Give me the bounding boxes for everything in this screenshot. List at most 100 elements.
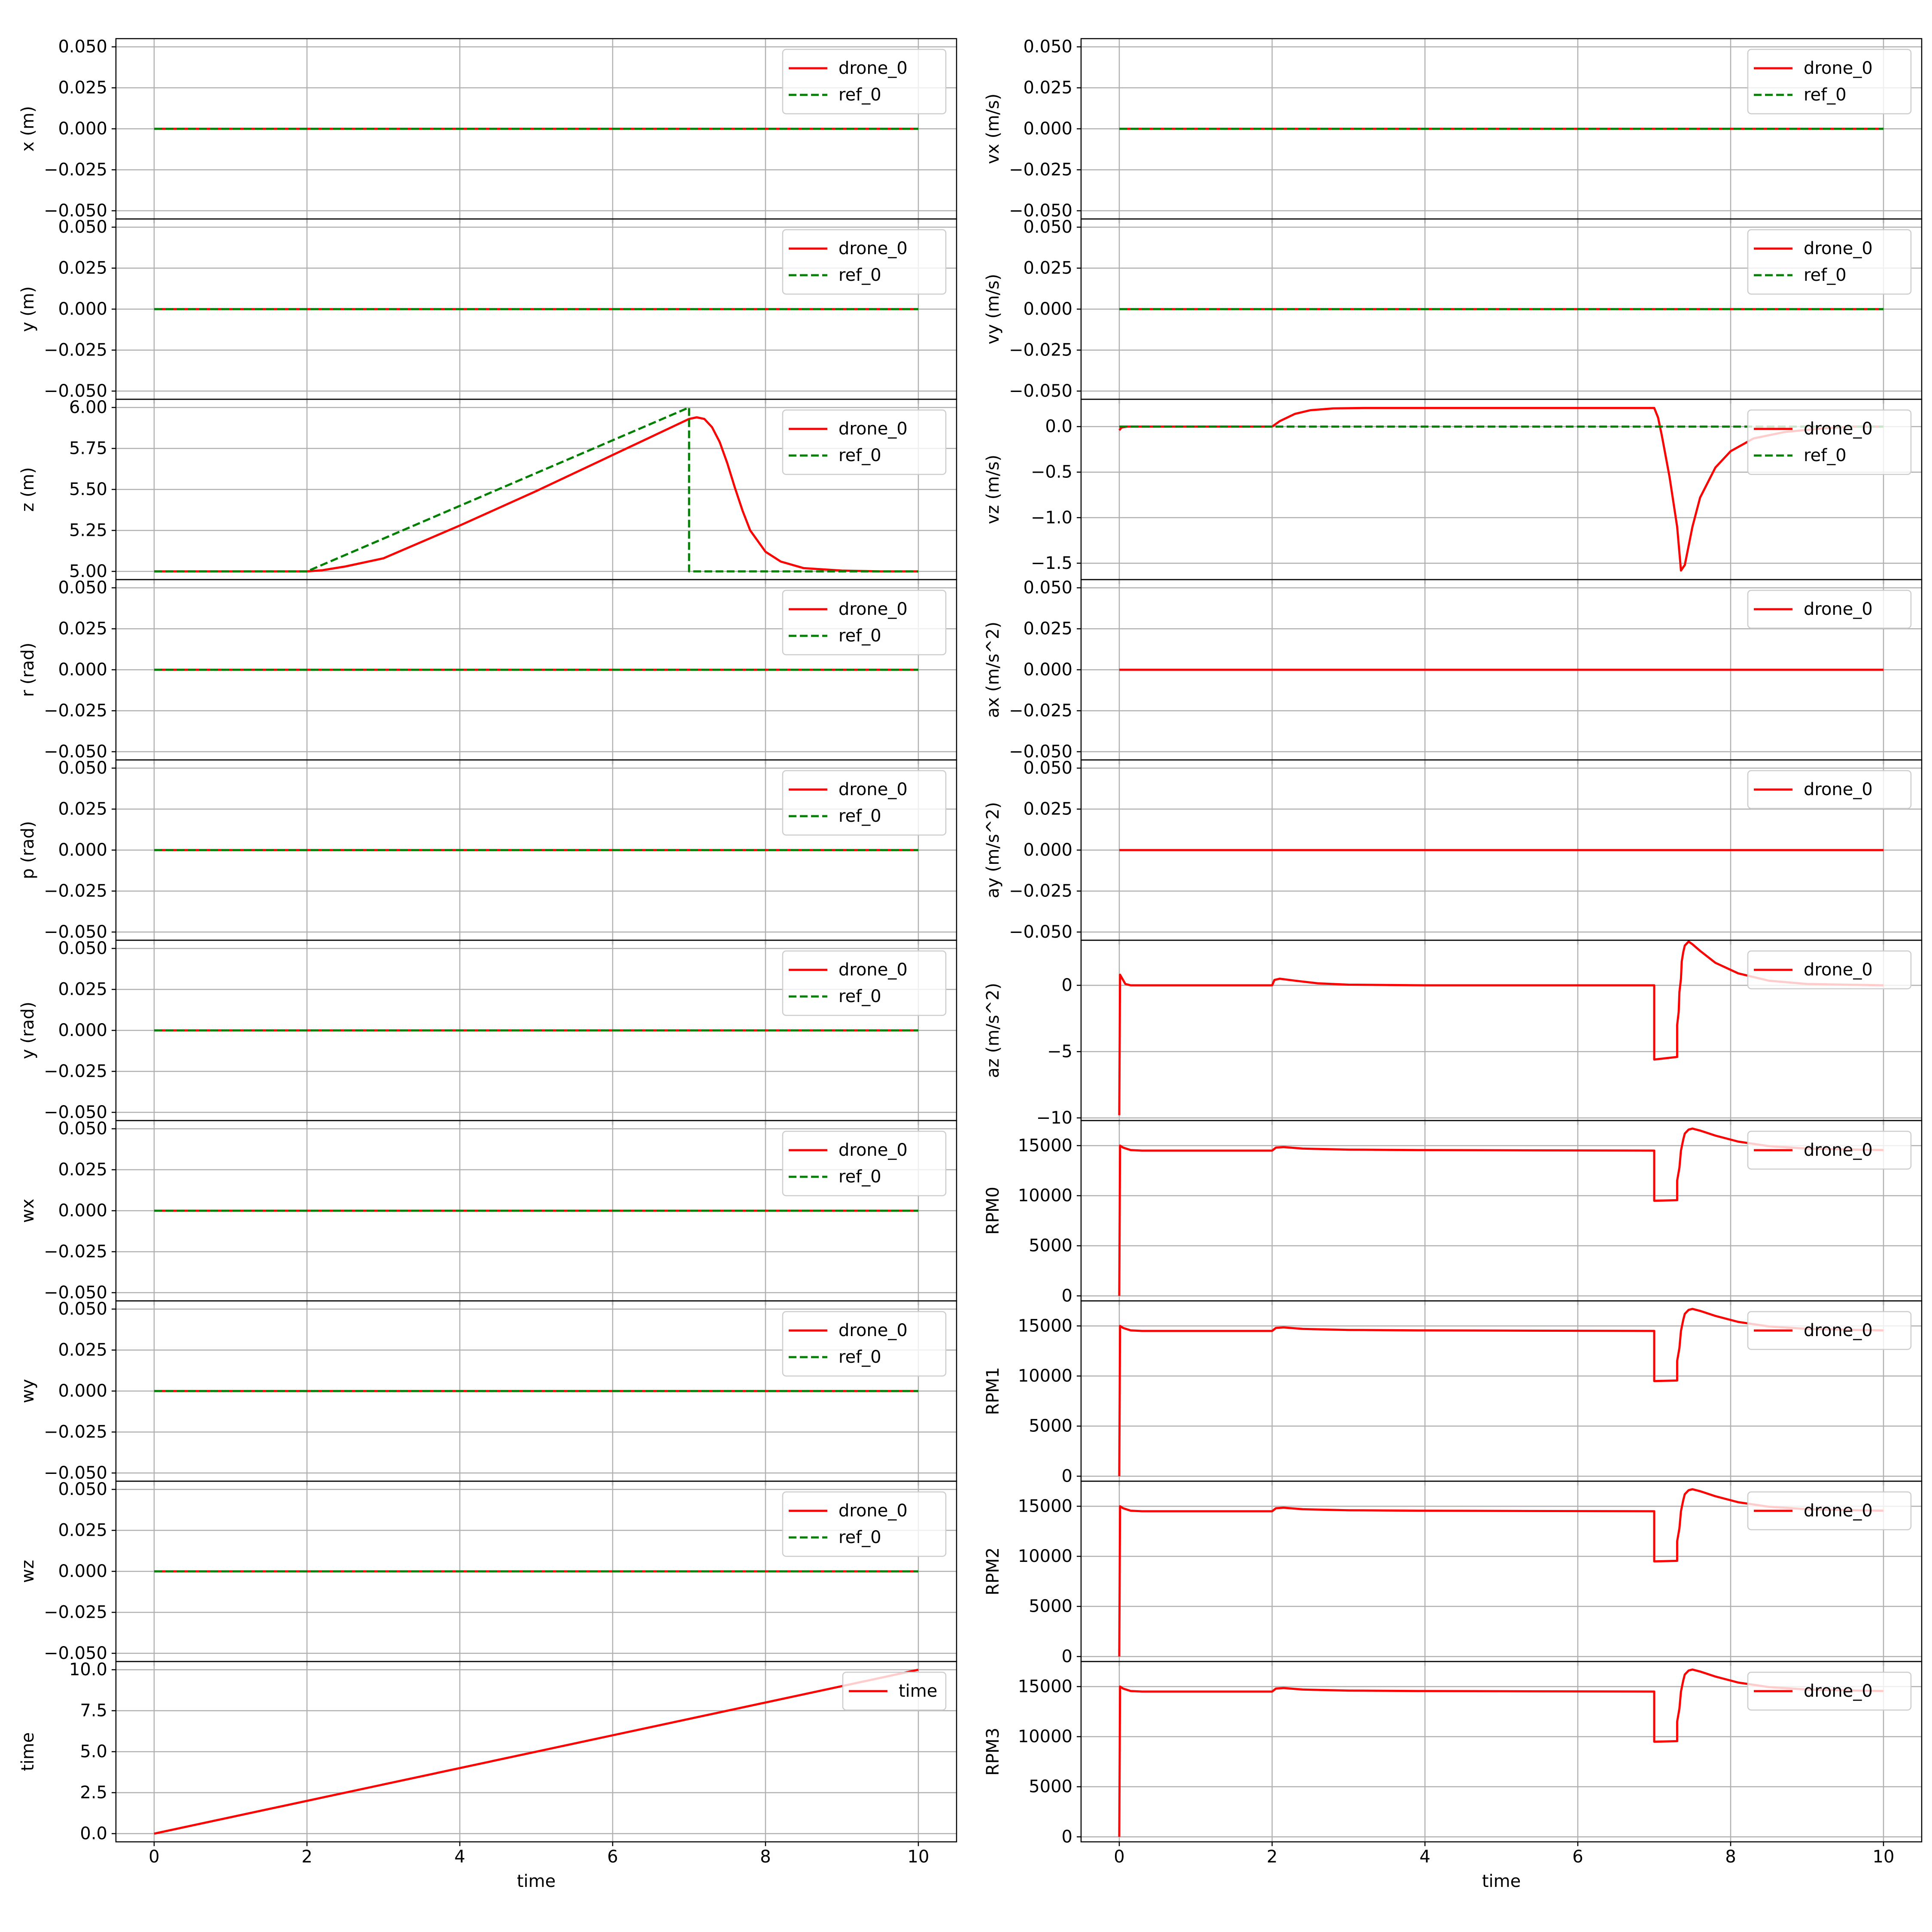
legend-label: drone_0 [838,419,908,439]
series-group [1118,1488,1884,1657]
y-tick-label: −0.025 [1009,160,1072,179]
legend: drone_0 [1747,1311,1912,1350]
legend: drone_0 ref_0 [782,1311,947,1377]
y-tick-label: 0 [1062,975,1072,995]
y-tick-label: 0.000 [1023,299,1072,319]
y-tick-label: 0.025 [1023,78,1072,98]
y-tick-label: −0.050 [1009,381,1072,401]
y-axis-label: RPM1 [983,1367,1003,1415]
x-tick-label: 2 [301,1847,312,1867]
y-tick-label: 5000 [1029,1777,1072,1797]
x-tick-label: 6 [1572,1847,1583,1867]
y-tick-label: 0.000 [58,840,107,860]
y-tick-label: −0.025 [1009,340,1072,360]
subplot-vx-m-s-: 0.050 0.025 0.000 −0.025 −0.050 vx (m/s) drone… [983,37,1923,223]
y-tick-label: 5000 [1029,1236,1072,1256]
legend-label: ref_0 [838,446,881,465]
y-tick-label: 15000 [1018,1677,1072,1696]
legend-label: ref_0 [838,987,881,1006]
legend-label: drone_0 [838,960,908,980]
legend-box [782,229,947,295]
y-tick-label: −0.050 [1009,742,1072,762]
legend-box [1747,950,1912,990]
series-group [1118,1127,1884,1296]
legend-label: ref_0 [838,1528,881,1547]
y-tick-label: 5.25 [69,520,107,540]
y-tick-label: 0.025 [58,1521,107,1540]
y-tick-label: 5.00 [69,562,107,581]
x-axis-label: time [1482,1871,1521,1891]
y-tick-label: 0.000 [58,1201,107,1221]
series-group [154,406,918,573]
y-axis-label: x (m) [18,106,38,152]
axes-frame [115,1661,957,1843]
legend-box [1747,409,1912,475]
legend-box [782,1130,947,1197]
y-tick-label: 0.050 [58,758,107,778]
subplot-ax-m-s-2-: 0.050 0.025 0.000 −0.025 −0.050 ax (m/s^2) dro… [983,578,1923,764]
y-tick-label: 0.025 [58,619,107,639]
legend-box [782,1311,947,1377]
y-axis-label: az (m/s^2) [983,983,1003,1078]
y-axis-label: vx (m/s) [983,94,1003,164]
y-tick-label: −0.025 [44,1061,107,1081]
legend: drone_0 [1747,770,1912,809]
legend-box [782,49,947,115]
y-tick-label: 0.050 [1023,37,1072,57]
legend-label: drone_0 [1804,780,1873,799]
y-tick-label: −0.050 [44,1103,107,1122]
legend-label: ref_0 [1804,446,1847,465]
subplot-ay-m-s-2-: 0.050 0.025 0.000 −0.025 −0.050 ay (m/s^2) dro… [983,758,1923,945]
x-tick-label: 6 [607,1847,618,1867]
y-tick-label: 0.025 [58,258,107,278]
series-group [1118,940,1884,1115]
y-axis-label: RPM0 [983,1187,1003,1235]
legend-label: ref_0 [1804,85,1847,105]
y-axis-label: wy [18,1379,38,1403]
y-tick-label: 0 [1062,1827,1072,1847]
x-tick-label: 0 [149,1847,159,1867]
subplot-wy: 0.050 0.025 0.000 −0.025 −0.050 wy drone_0 ref_… [18,1299,957,1485]
series-line-drone-0 [154,416,918,573]
y-tick-label: 0.050 [58,37,107,57]
subplot-p-rad-: 0.050 0.025 0.000 −0.025 −0.050 p (rad) drone_… [18,758,957,945]
y-axis-label: RPM2 [983,1547,1003,1595]
series-group [154,1668,919,1835]
y-tick-label: −0.025 [44,1422,107,1442]
y-tick-label: 10000 [1018,1186,1072,1206]
y-tick-label: 0.050 [1023,758,1072,778]
y-axis-label: time [18,1732,38,1771]
y-tick-label: 0.025 [58,78,107,98]
y-tick-label: 0.025 [58,1340,107,1360]
y-tick-label: 0.025 [58,1160,107,1180]
y-tick-label: −0.025 [1009,881,1072,901]
legend-box [782,770,947,836]
y-tick-label: 0.050 [58,1479,107,1499]
legend: drone_0 [1747,1130,1912,1170]
y-tick-label: −0.025 [44,1602,107,1622]
legend: drone_0 ref_0 [782,1130,947,1197]
subplot-rpm2: 15000 10000 5000 0 RPM2 drone_0 [983,1480,1923,1666]
subplot-z-m-: 6.00 5.75 5.50 5.25 5.00 z (m) drone_0 ref_0 [18,398,957,584]
subplot-az-m-s-2-: 0 −5 −10 az (m/s^2) drone_0 [983,939,1923,1128]
subplot-y-m-: 0.050 0.025 0.000 −0.025 −0.050 y (m) drone_0r… [18,217,957,404]
axes-frame [1080,1661,1923,1843]
legend-label: drone_0 [838,1140,908,1160]
legend-label: drone_0 [1804,1501,1873,1521]
y-tick-label: 0.050 [58,217,107,237]
y-tick-label: 0.0 [80,1824,107,1844]
y-tick-label: −0.025 [44,701,107,720]
y-axis-label: y (rad) [18,1002,38,1059]
y-tick-label: −0.050 [44,922,107,942]
y-tick-label: −0.025 [44,340,107,360]
legend-box [782,1491,947,1557]
legend-label: ref_0 [838,265,881,285]
y-tick-label: −0.050 [44,1283,107,1303]
legend-box [1747,770,1912,809]
legend: drone_0 ref_0 [1747,49,1912,115]
legend-label: drone_0 [838,239,908,258]
y-axis-label: r (rad) [18,643,38,697]
series-line-drone-0 [1118,1127,1884,1296]
y-tick-label: 0.000 [58,1021,107,1040]
y-axis-label: wx [18,1199,38,1223]
